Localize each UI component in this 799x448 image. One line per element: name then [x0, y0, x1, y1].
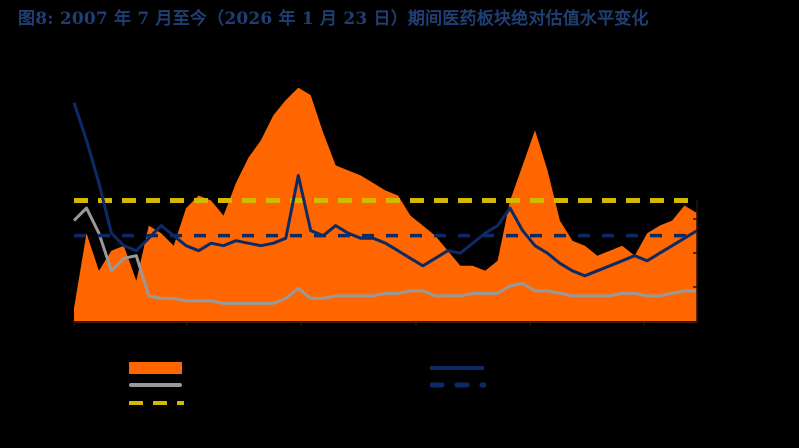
series-navy-line: [72, 102, 698, 278]
legend-item-navy: [430, 361, 490, 375]
x-ticks: [73, 322, 645, 326]
legend-item-yellow-dash: [129, 396, 190, 410]
right-ticks: [693, 218, 697, 288]
legend-item-area: [129, 361, 188, 375]
plot-area: [72, 87, 698, 321]
legend-swatch-gray: [129, 383, 182, 387]
legend-item-gray: [129, 378, 188, 392]
legend-swatch-navy-dash: [430, 382, 486, 388]
legend-swatch-area: [129, 362, 182, 374]
series-area: [74, 87, 697, 321]
legend-item-navy-dash: [430, 378, 492, 392]
series-gray-line: [72, 206, 697, 305]
legend-swatch-navy: [430, 366, 484, 370]
chart-title: 图8: 2007 年 7 月至今（2026 年 1 月 23 日）期间医药板块绝…: [18, 9, 649, 29]
legend-swatch-yellow-dash: [129, 401, 184, 405]
